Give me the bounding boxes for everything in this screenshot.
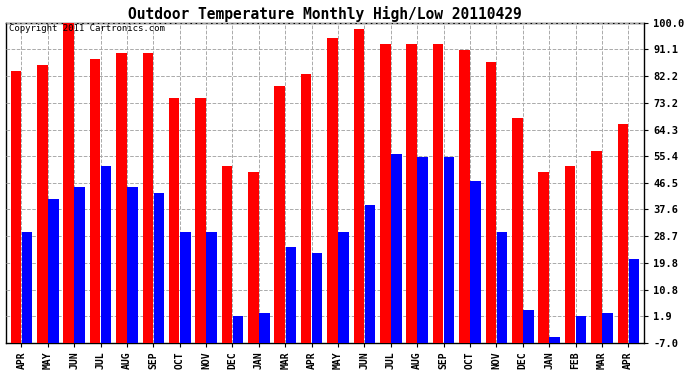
Bar: [523, 310, 533, 343]
Bar: [286, 247, 296, 343]
Bar: [37, 64, 48, 343]
Bar: [143, 53, 153, 343]
Bar: [327, 38, 338, 343]
Bar: [497, 232, 507, 343]
Bar: [10, 70, 21, 343]
Bar: [459, 50, 470, 343]
Bar: [576, 316, 586, 343]
Bar: [195, 98, 206, 343]
Bar: [75, 187, 85, 343]
Bar: [301, 74, 311, 343]
Bar: [391, 154, 402, 343]
Bar: [21, 232, 32, 343]
Bar: [259, 313, 270, 343]
Bar: [591, 152, 602, 343]
Bar: [486, 62, 496, 343]
Bar: [116, 53, 127, 343]
Bar: [127, 187, 138, 343]
Bar: [433, 44, 444, 343]
Text: Copyright 2011 Cartronics.com: Copyright 2011 Cartronics.com: [9, 24, 165, 33]
Bar: [353, 29, 364, 343]
Bar: [471, 181, 481, 343]
Bar: [417, 158, 428, 343]
Bar: [512, 118, 522, 343]
Title: Outdoor Temperature Monthly High/Low 20110429: Outdoor Temperature Monthly High/Low 201…: [128, 6, 522, 21]
Bar: [180, 232, 190, 343]
Bar: [248, 172, 259, 343]
Bar: [338, 232, 349, 343]
Bar: [444, 158, 455, 343]
Bar: [380, 44, 391, 343]
Bar: [406, 44, 417, 343]
Bar: [365, 205, 375, 343]
Bar: [549, 337, 560, 343]
Bar: [275, 86, 285, 343]
Bar: [101, 166, 111, 343]
Bar: [233, 316, 244, 343]
Bar: [63, 14, 74, 343]
Bar: [48, 199, 59, 343]
Bar: [564, 166, 575, 343]
Bar: [206, 232, 217, 343]
Bar: [90, 58, 100, 343]
Bar: [312, 253, 322, 343]
Bar: [629, 259, 639, 343]
Bar: [618, 124, 628, 343]
Bar: [602, 313, 613, 343]
Bar: [154, 193, 164, 343]
Bar: [169, 98, 179, 343]
Bar: [221, 166, 233, 343]
Bar: [538, 172, 549, 343]
